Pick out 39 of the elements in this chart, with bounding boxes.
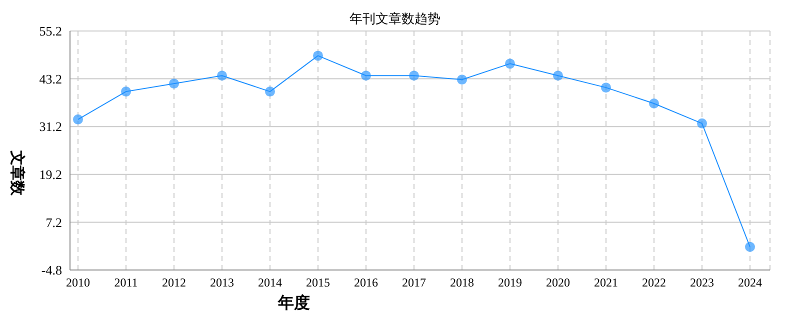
point xyxy=(121,86,131,97)
point xyxy=(745,242,755,252)
point xyxy=(505,58,515,69)
point xyxy=(217,70,227,81)
y-tick-label: 31.2 xyxy=(39,119,62,134)
point xyxy=(649,98,659,108)
y-tick-label: 43.2 xyxy=(39,71,62,86)
x-tick-label: 2010 xyxy=(66,276,90,290)
x-tick-label: 2019 xyxy=(498,276,522,290)
point xyxy=(361,70,371,81)
point xyxy=(601,82,611,93)
x-tick-label: 2012 xyxy=(162,276,186,290)
y-tick-label: 55.2 xyxy=(39,24,62,39)
x-tick-label: 2021 xyxy=(594,276,618,290)
point xyxy=(313,50,323,61)
x-tick-label: 2022 xyxy=(642,276,666,290)
point xyxy=(457,74,467,85)
x-tick-label: 2017 xyxy=(402,276,426,290)
point xyxy=(169,78,179,89)
x-tick-label: 2018 xyxy=(450,276,474,290)
chart-title: 年刊文章数趋势 xyxy=(350,11,440,26)
point xyxy=(409,70,419,81)
x-tick-label: 2014 xyxy=(258,276,282,290)
x-axis-title: 年度 xyxy=(278,293,310,314)
y-axis-title: 文章数 xyxy=(8,150,27,196)
x-tick-label: 2013 xyxy=(210,276,234,290)
y-tick-label: -4.8 xyxy=(41,262,62,278)
x-tick-label: 2024 xyxy=(738,276,762,290)
x-tick-label: 2016 xyxy=(354,276,378,290)
point xyxy=(73,114,83,124)
x-tick-label: 2023 xyxy=(690,276,714,290)
x-tick-label: 2011 xyxy=(114,276,138,290)
x-tick-label: 2015 xyxy=(306,276,330,290)
point xyxy=(265,86,275,97)
y-tick-label: 19.2 xyxy=(39,167,62,182)
x-tick-label: 2020 xyxy=(546,276,570,290)
point xyxy=(553,70,563,81)
y-tick-label: 7.2 xyxy=(46,214,62,230)
point xyxy=(697,118,707,128)
